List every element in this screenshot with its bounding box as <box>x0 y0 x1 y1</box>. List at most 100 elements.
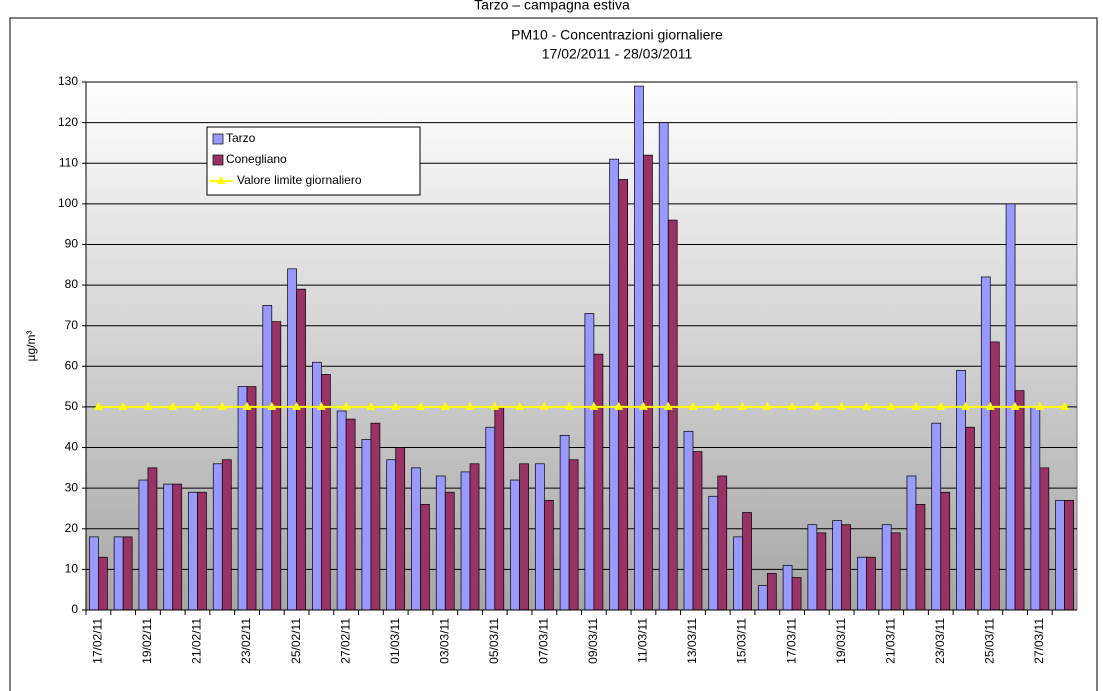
chart-subtitle: 17/02/2011 - 28/03/2011 <box>542 46 693 62</box>
bar <box>510 479 520 611</box>
y-tick-label: 60 <box>65 358 79 372</box>
marker <box>143 401 153 410</box>
y-tick-label: 0 <box>71 602 78 616</box>
y-tick-label: 80 <box>65 277 79 291</box>
y-tick-label: 90 <box>65 237 79 251</box>
marker <box>688 401 698 410</box>
bar <box>296 288 306 611</box>
marker <box>415 401 425 410</box>
bar <box>757 585 768 611</box>
x-tick-label: 25/03/11 <box>982 618 996 664</box>
marker <box>515 401 525 410</box>
marker <box>886 401 896 410</box>
bar <box>98 556 108 611</box>
x-tick-label: 01/03/11 <box>388 618 402 664</box>
bar <box>271 321 282 611</box>
marker <box>837 401 847 410</box>
legend-box <box>206 126 421 196</box>
bar <box>494 406 505 611</box>
bar <box>989 341 1000 611</box>
bar <box>742 512 752 611</box>
bar <box>807 524 818 611</box>
marker <box>391 401 401 410</box>
bar <box>147 467 158 611</box>
bar <box>122 536 133 611</box>
bar <box>618 179 629 611</box>
legend: Tarzo Conegliano Valore limite giornaliero <box>206 126 421 196</box>
x-tick-label: 27/03/11 <box>1032 618 1046 664</box>
bar <box>411 467 421 611</box>
bar <box>658 122 669 611</box>
marker <box>861 401 871 410</box>
bar <box>568 459 579 611</box>
y-tick-label: 40 <box>65 440 79 454</box>
bar <box>881 524 892 611</box>
bar <box>609 158 620 611</box>
marker <box>961 401 971 410</box>
bar <box>816 532 827 611</box>
bar <box>469 463 480 611</box>
x-tick-label: 11/03/11 <box>636 618 650 663</box>
marker <box>1035 401 1045 410</box>
y-tick-label: 10 <box>65 562 79 576</box>
bar <box>584 313 595 611</box>
x-tick-label: 09/03/11 <box>586 618 600 664</box>
marker <box>192 401 202 410</box>
bar <box>262 305 273 611</box>
bar <box>188 491 198 611</box>
x-tick-label: 17/03/11 <box>784 618 798 664</box>
x-tick-label: 19/03/11 <box>834 618 848 664</box>
bar <box>138 479 149 611</box>
bar <box>717 475 728 611</box>
bar <box>634 85 644 611</box>
legend-label: Conegliano <box>226 152 287 166</box>
bar <box>667 219 678 611</box>
y-tick-label: 100 <box>58 196 78 210</box>
bar <box>237 386 248 611</box>
bar <box>395 447 406 611</box>
marker <box>217 401 227 410</box>
bar <box>336 410 347 611</box>
bar <box>386 459 397 611</box>
x-tick-label: 17/02/11 <box>91 618 105 664</box>
y-tick-label: 120 <box>58 115 78 129</box>
x-tick-label: 03/03/11 <box>437 618 451 664</box>
legend-label: Valore limite giornaliero <box>237 173 362 187</box>
marker <box>589 401 599 410</box>
marker <box>985 401 995 410</box>
bar <box>89 536 99 611</box>
marker <box>936 401 946 410</box>
marker <box>762 401 772 410</box>
marker <box>812 401 822 410</box>
bar <box>287 268 297 611</box>
chart-title: PM10 - Concentrazioni giornaliere <box>511 27 723 43</box>
bar <box>980 276 991 611</box>
bar <box>733 536 743 611</box>
bar <box>163 483 174 611</box>
x-tick-label: 23/02/11 <box>239 618 253 664</box>
x-tick-label: 07/03/11 <box>537 618 551 664</box>
bar <box>312 361 322 611</box>
bar <box>931 422 942 611</box>
bar <box>906 475 917 611</box>
bar <box>212 463 223 611</box>
x-tick-label: 27/02/11 <box>338 618 352 664</box>
bar <box>1014 390 1025 611</box>
legend-swatch <box>212 133 224 145</box>
x-tick-label: 15/03/11 <box>735 618 749 664</box>
x-tick-label: 21/02/11 <box>190 618 204 664</box>
marker <box>564 401 574 410</box>
marker <box>490 401 500 410</box>
marker <box>465 401 475 410</box>
y-tick-label: 70 <box>65 318 79 332</box>
bar <box>435 475 446 611</box>
bar <box>890 532 901 611</box>
marker <box>638 401 648 410</box>
bar <box>1055 499 1065 611</box>
marker <box>93 401 103 410</box>
y-tick-label: 130 <box>58 74 78 88</box>
bar <box>708 495 719 611</box>
marker <box>663 401 673 410</box>
bar <box>221 459 232 611</box>
